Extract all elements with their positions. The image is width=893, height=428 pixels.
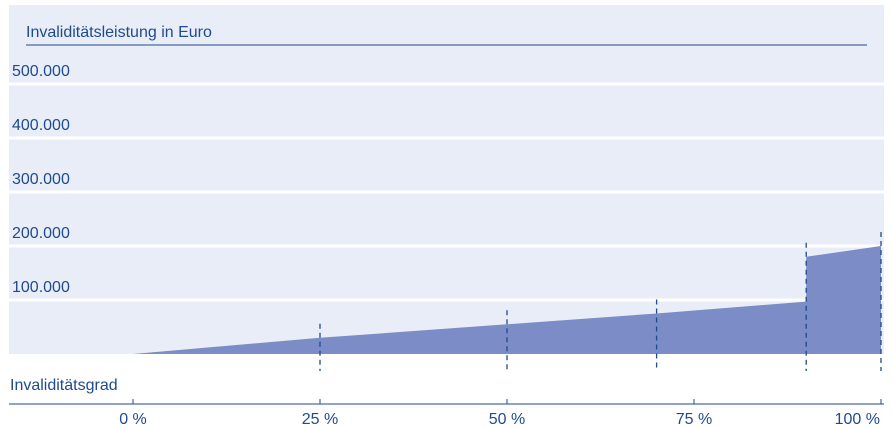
x-tick-label: 25 % xyxy=(302,411,338,428)
area-fill xyxy=(133,246,881,354)
y-tick-label: 200.000 xyxy=(12,225,70,242)
chart-title: Invaliditätsleistung in Euro xyxy=(26,24,212,41)
marker-lines xyxy=(319,232,882,371)
y-tick-label: 300.000 xyxy=(12,171,70,188)
x-axis-label: Invaliditätsgrad xyxy=(10,377,118,394)
gridlines xyxy=(9,82,884,302)
x-tick-label: 75 % xyxy=(676,411,712,428)
x-tick-label: 100 % xyxy=(835,411,880,428)
y-tick-label: 500.000 xyxy=(12,63,70,80)
area-series xyxy=(133,246,881,354)
x-tick-labels: 0 % 25 % 50 % 75 % 100 % xyxy=(119,399,882,428)
y-tick-label: 100.000 xyxy=(12,279,70,296)
chart-panel-background xyxy=(9,5,884,354)
x-tick-label: 0 % xyxy=(119,411,147,428)
y-tick-label: 400.000 xyxy=(12,117,70,134)
y-tick-labels: 100.000 200.000 300.000 400.000 500.000 xyxy=(12,63,70,296)
x-tick-label: 50 % xyxy=(489,411,525,428)
